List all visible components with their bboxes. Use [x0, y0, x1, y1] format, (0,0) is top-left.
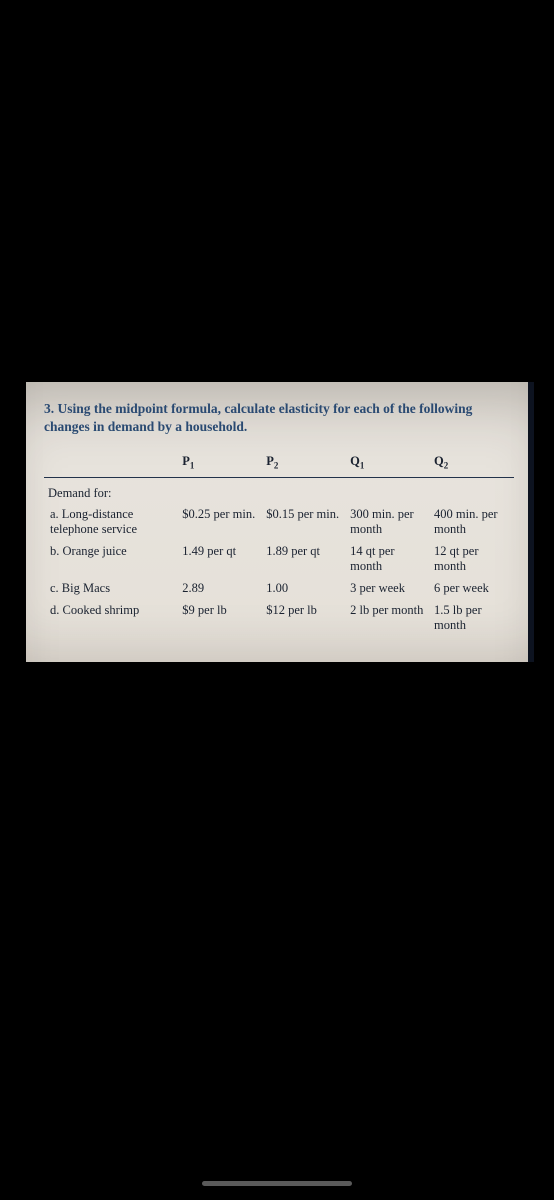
- row-q2: 6 per week: [430, 578, 514, 600]
- row-p2: $0.15 per min.: [262, 504, 346, 541]
- header-p1-base: P: [182, 454, 190, 468]
- header-p1: P1: [178, 450, 262, 477]
- row-q2: 1.5 lb per month: [430, 600, 514, 637]
- table-header-row: P1 P2 Q1 Q2: [44, 450, 514, 477]
- row-label: b. Orange juice: [44, 541, 178, 578]
- row-p1: $0.25 per min.: [178, 504, 262, 541]
- row-q2: 12 qt per month: [430, 541, 514, 578]
- header-p2-sub: 2: [274, 461, 279, 471]
- row-q1: 2 lb per month: [346, 600, 430, 637]
- row-p2: $12 per lb: [262, 600, 346, 637]
- row-p2: 1.00: [262, 578, 346, 600]
- question-text: Using the midpoint formula, calculate el…: [44, 401, 472, 434]
- header-p2-base: P: [266, 454, 274, 468]
- header-q2-sub: 2: [444, 461, 449, 471]
- row-p1: 2.89: [178, 578, 262, 600]
- row-q1: 300 min. per month: [346, 504, 430, 541]
- header-q1-sub: 1: [360, 461, 365, 471]
- row-q1: 3 per week: [346, 578, 430, 600]
- header-q2-base: Q: [434, 454, 444, 468]
- row-p1: $9 per lb: [178, 600, 262, 637]
- row-label: d. Cooked shrimp: [44, 600, 178, 637]
- home-indicator: [202, 1181, 352, 1186]
- row-q2: 400 min. per month: [430, 504, 514, 541]
- section-label: Demand for:: [44, 477, 514, 503]
- table-row: d. Cooked shrimp $9 per lb $12 per lb 2 …: [44, 600, 514, 637]
- section-row: Demand for:: [44, 477, 514, 503]
- table-row: a. Long-distance telephone service $0.25…: [44, 504, 514, 541]
- textbook-page: 3. Using the midpoint formula, calculate…: [26, 382, 528, 662]
- header-p1-sub: 1: [190, 461, 195, 471]
- row-p1: 1.49 per qt: [178, 541, 262, 578]
- row-label: a. Long-distance telephone service: [44, 504, 178, 541]
- table-row: c. Big Macs 2.89 1.00 3 per week 6 per w…: [44, 578, 514, 600]
- header-p2: P2: [262, 450, 346, 477]
- demand-table: P1 P2 Q1 Q2 Demand for: a. Long-distance…: [44, 450, 514, 637]
- row-p2: 1.89 per qt: [262, 541, 346, 578]
- header-blank: [44, 450, 178, 477]
- header-q1: Q1: [346, 450, 430, 477]
- page-edge-shadow: [528, 382, 534, 662]
- table-row: b. Orange juice 1.49 per qt 1.89 per qt …: [44, 541, 514, 578]
- header-q1-base: Q: [350, 454, 360, 468]
- header-q2: Q2: [430, 450, 514, 477]
- row-q1: 14 qt per month: [346, 541, 430, 578]
- row-label: c. Big Macs: [44, 578, 178, 600]
- question-number: 3.: [44, 401, 54, 416]
- question-prompt: 3. Using the midpoint formula, calculate…: [44, 400, 514, 436]
